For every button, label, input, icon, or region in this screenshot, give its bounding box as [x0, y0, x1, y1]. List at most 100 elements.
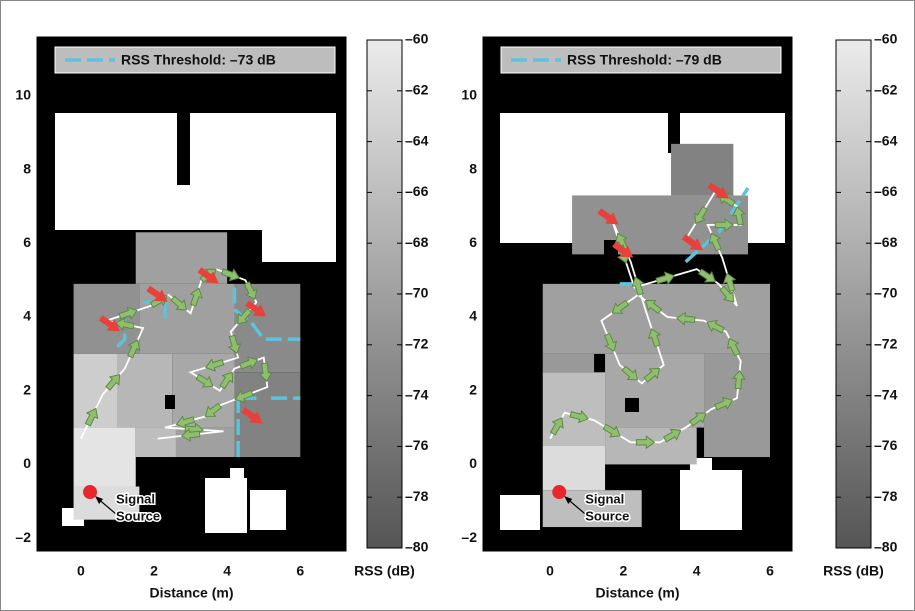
- rss-cell: [542, 445, 606, 491]
- legend-label: RSS Threshold: –79 dB: [567, 52, 722, 68]
- x-tick-label: 4: [693, 563, 701, 579]
- route-arrow: [84, 407, 99, 427]
- route-arrow: [549, 417, 564, 436]
- y-tick-label: 2: [469, 381, 477, 397]
- colorbar-tick-label: –78: [874, 488, 898, 504]
- route-arrow: [694, 205, 709, 225]
- route-arrow: [714, 217, 735, 232]
- colorbar-tick-label: –78: [405, 488, 429, 504]
- overlay: Signal Source RSS Threshold: –73 dB 0 2 4 6 –2 0…: [15, 31, 897, 601]
- route-arrow: [115, 317, 135, 332]
- route-arrow: [635, 435, 656, 450]
- rss-cell: [605, 427, 697, 465]
- route-arrow: [189, 287, 203, 307]
- colorbar-tick-label: –66: [405, 183, 429, 199]
- route-arrow: [127, 339, 141, 359]
- colorbar-tick-label: –70: [405, 285, 429, 301]
- route-arrow: [722, 272, 737, 293]
- x-tick-label: 6: [766, 563, 774, 579]
- red-arrow: [681, 234, 703, 251]
- source-label: Source: [585, 508, 629, 523]
- route-arrow: [644, 300, 663, 315]
- source-pointer-head: [95, 496, 104, 505]
- route-arrow: [243, 281, 258, 301]
- route-arrow: [220, 268, 241, 282]
- y-tick-label: 6: [469, 234, 477, 250]
- colorbar-label: RSS (dB): [354, 563, 415, 579]
- colorbar: [835, 39, 872, 549]
- red-arrow: [98, 315, 120, 332]
- x-axis-label: Distance (m): [149, 585, 233, 601]
- red-arrow: [597, 208, 619, 225]
- colorbar-tick-label: –68: [874, 234, 898, 250]
- route-arrow: [643, 367, 661, 383]
- colorbar-tick-label: –80: [405, 539, 429, 555]
- obstacles: [165, 240, 639, 412]
- colorbar-tick-label: –70: [874, 285, 898, 301]
- route-arrow: [603, 332, 618, 352]
- route-arrow: [258, 362, 273, 383]
- x-tick-label: 0: [546, 563, 554, 579]
- legend-label: RSS Threshold: –73 dB: [121, 52, 276, 68]
- x-tick-label: 2: [150, 563, 158, 579]
- rss-cell: [542, 353, 595, 373]
- y-tick-label: –2: [15, 529, 31, 545]
- source-label: Source: [116, 508, 160, 523]
- route-arrow: [219, 371, 234, 390]
- colorbar-tick-label: –64: [874, 132, 898, 148]
- walls: [177, 113, 680, 185]
- x-tick-label: 4: [223, 563, 231, 579]
- y-tick-label: –2: [461, 529, 477, 545]
- route-arrow: [195, 373, 214, 388]
- route-arrow: [726, 337, 741, 357]
- rss-cell: [135, 427, 176, 458]
- y-tick-label: 6: [23, 234, 31, 250]
- source-label: Signal: [116, 491, 155, 506]
- colorbar-tick-label: –72: [874, 336, 898, 352]
- route-arrow: [239, 356, 259, 370]
- route-arrow: [621, 365, 639, 381]
- signal-source: [552, 485, 567, 500]
- route-arrow: [731, 369, 746, 390]
- route-arrow: [118, 306, 138, 320]
- colorbar-tick-label: –74: [874, 386, 898, 402]
- x-axis-label: Distance (m): [595, 585, 679, 601]
- route-arrow: [731, 206, 746, 226]
- route-arrow: [719, 285, 735, 303]
- route-arrow: [708, 232, 722, 252]
- route-arrow: [105, 374, 121, 391]
- route-arrow: [675, 311, 696, 326]
- colorbar: [366, 39, 403, 549]
- plot-frame: [482, 36, 793, 552]
- route-arrow: [698, 268, 716, 283]
- y-tick-label: 8: [23, 160, 31, 176]
- colorbar-tick-label: –74: [405, 386, 429, 402]
- route-arrow: [204, 358, 225, 372]
- route-arrow: [237, 307, 253, 325]
- y-tick-label: 0: [23, 455, 31, 471]
- route-arrow: [204, 402, 223, 417]
- red-arrow: [707, 182, 729, 199]
- x-tick-label: 0: [77, 563, 85, 579]
- threshold-line: [116, 287, 301, 458]
- route-arrow: [611, 299, 630, 314]
- rss-cell: [234, 283, 301, 373]
- route-arrow: [569, 409, 589, 424]
- colorbar-tick-label: –80: [874, 539, 898, 555]
- route-arrow: [234, 389, 254, 403]
- red-arrow: [197, 267, 219, 284]
- colorbar-tick-label: –62: [405, 82, 429, 98]
- y-tick-label: 0: [469, 455, 477, 471]
- route-arrow: [227, 334, 242, 355]
- y-tick-label: 10: [461, 87, 477, 103]
- colorbar-tick-label: –64: [405, 132, 429, 148]
- route-arrow: [714, 397, 734, 411]
- red-arrow: [245, 300, 267, 317]
- route-arrow: [170, 295, 188, 311]
- colorbar-tick-label: –60: [405, 31, 429, 47]
- route-arrow: [631, 276, 645, 296]
- rss-cell: [172, 353, 235, 428]
- red-arrow: [241, 407, 263, 424]
- route-arrow: [180, 428, 201, 442]
